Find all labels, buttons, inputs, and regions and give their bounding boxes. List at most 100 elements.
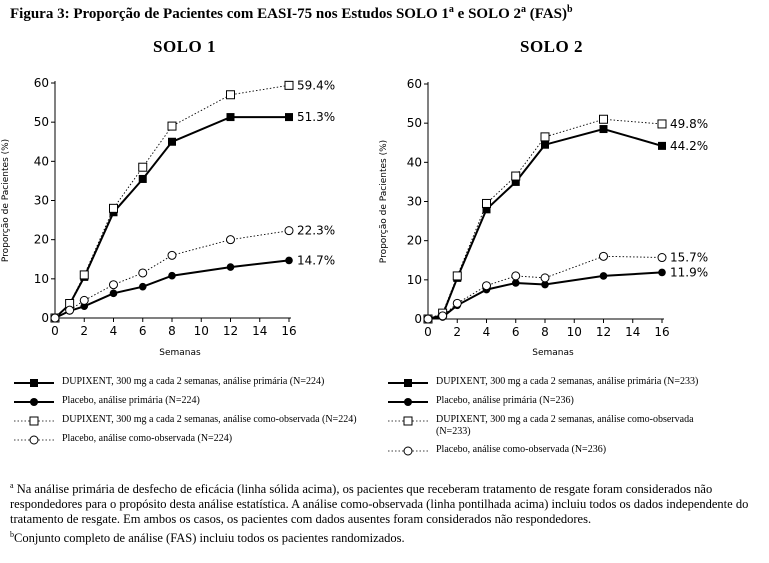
- legend-solo1: DUPIXENT, 300 mg a cada 2 semanas, análi…: [14, 376, 376, 452]
- data-point: [109, 280, 118, 290]
- data-point: [167, 250, 177, 260]
- data-point: [540, 132, 550, 142]
- legend-marker-filled-circle-icon: [388, 398, 428, 406]
- data-point: [599, 251, 608, 261]
- data-point: [438, 311, 448, 321]
- series-line-2: [427, 118, 663, 320]
- data-point: [226, 235, 235, 245]
- data-point: [482, 205, 491, 214]
- y-tick-label: 0: [414, 312, 422, 326]
- series-line-2: [54, 84, 290, 319]
- data-label: 15.7%: [670, 251, 708, 265]
- data-point: [168, 137, 176, 146]
- legend-marker-open-circle-icon: [388, 446, 428, 456]
- x-tick-label: 12: [596, 325, 611, 339]
- data-point: [511, 171, 521, 181]
- legend-marker-filled-circle-icon: [14, 398, 54, 406]
- data-point: [79, 295, 89, 305]
- data-point: [511, 279, 520, 287]
- legend-label: DUPIXENT, 300 mg a cada 2 semanas, análi…: [436, 414, 694, 437]
- data-point: [540, 273, 550, 283]
- legend-item: Placebo, análise como-observada (N=236): [388, 444, 718, 457]
- y-tick-label: 20: [407, 234, 422, 248]
- legend-item: DUPIXENT, 300 mg a cada 2 semanas, análi…: [14, 414, 376, 427]
- chart-title-solo1: SOLO 1: [153, 37, 216, 56]
- data-point: [599, 125, 608, 134]
- data-point: [511, 271, 521, 281]
- data-label: 59.4%: [297, 78, 335, 92]
- chart-title-solo2: SOLO 2: [520, 37, 583, 56]
- y-tick-label: 20: [34, 233, 49, 247]
- data-point: [511, 177, 520, 186]
- y-tick-label: 60: [34, 76, 49, 90]
- data-point: [658, 141, 666, 150]
- legend-marker-filled-square-icon: [14, 379, 54, 387]
- series-line-0: [427, 127, 663, 320]
- legend-item: DUPIXENT, 300 mg a cada 2 semanas, análi…: [14, 376, 376, 389]
- footnotes: a Na análise primária de desfecho de efi…: [10, 478, 758, 546]
- y-axis-label: Proporção de Pacientes (%): [1, 139, 11, 262]
- data-point: [657, 253, 667, 263]
- legend-label: Placebo, análise como-observada (N=236): [436, 444, 607, 455]
- x-tick-label: 8: [168, 324, 176, 338]
- legend-solo2: DUPIXENT, 300 mg a cada 2 semanas, análi…: [388, 376, 718, 463]
- data-point: [167, 121, 177, 131]
- legend-marker-open-square-icon: [388, 416, 428, 426]
- data-point: [285, 113, 293, 122]
- data-point: [226, 113, 235, 122]
- x-axis-label: Semanas: [159, 348, 201, 358]
- data-label: 44.2%: [670, 139, 708, 153]
- x-tick-label: 14: [625, 325, 640, 339]
- data-label: 11.9%: [670, 265, 708, 279]
- data-point: [541, 280, 549, 289]
- legend-item: Placebo, análise primária (N=236): [388, 395, 718, 408]
- x-axis-label: Semanas: [532, 348, 574, 358]
- data-point: [284, 226, 294, 236]
- y-tick-label: 60: [407, 77, 422, 91]
- data-point: [226, 90, 235, 100]
- y-tick-label: 50: [34, 115, 49, 129]
- data-point: [452, 271, 462, 281]
- y-tick-label: 40: [407, 155, 422, 169]
- legend-label: Placebo, análise primária (N=236): [436, 395, 574, 406]
- data-point: [452, 298, 462, 308]
- footnote-a: a Na análise primária de desfecho de efi…: [10, 481, 749, 527]
- legend-label: Placebo, análise primária (N=224): [62, 395, 200, 406]
- data-point: [168, 271, 176, 280]
- data-point: [109, 289, 118, 298]
- data-point: [138, 174, 147, 183]
- data-point: [284, 80, 294, 90]
- data-point: [50, 313, 60, 323]
- x-tick-label: 16: [281, 324, 296, 338]
- data-point: [138, 268, 148, 278]
- y-tick-label: 10: [34, 272, 49, 286]
- data-label: 51.3%: [297, 110, 335, 124]
- x-tick-label: 0: [424, 325, 432, 339]
- legend-marker-filled-square-icon: [388, 379, 428, 387]
- data-point: [138, 162, 148, 172]
- data-point: [79, 270, 89, 280]
- legend-marker-open-square-icon: [14, 416, 54, 426]
- legend-label: DUPIXENT, 300 mg a cada 2 semanas, análi…: [62, 414, 357, 425]
- x-tick-label: 4: [110, 324, 118, 338]
- y-tick-label: 30: [34, 194, 49, 208]
- y-axis-label: Proporção de Pacientes (%): [379, 140, 389, 263]
- legend-item: DUPIXENT, 300 mg a cada 2 semanas, análi…: [388, 414, 718, 438]
- x-tick-label: 16: [654, 325, 669, 339]
- legend-label: DUPIXENT, 300 mg a cada 2 semanas, análi…: [62, 376, 325, 387]
- data-point: [285, 256, 293, 265]
- x-tick-label: 6: [139, 324, 147, 338]
- x-tick-label: 2: [453, 325, 461, 339]
- legend-item: DUPIXENT, 300 mg a cada 2 semanas, análi…: [388, 376, 718, 389]
- y-tick-label: 10: [407, 273, 422, 287]
- x-tick-label: 8: [541, 325, 549, 339]
- x-tick-label: 2: [80, 324, 88, 338]
- x-tick-label: 12: [223, 324, 238, 338]
- data-label: 49.8%: [670, 117, 708, 131]
- data-point: [658, 268, 666, 277]
- data-label: 22.3%: [297, 224, 335, 238]
- figure-title: Figura 3: Proporção de Pacientes com EAS…: [10, 4, 573, 22]
- x-tick-label: 6: [512, 325, 520, 339]
